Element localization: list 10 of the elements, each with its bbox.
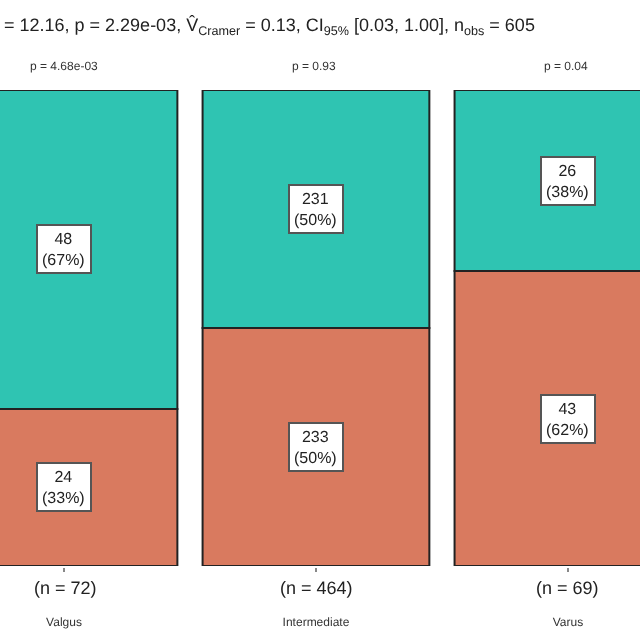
data-label: 231 (50%): [294, 190, 338, 229]
text: (n = 69): [536, 578, 599, 598]
data-label: 48 (67%): [42, 230, 86, 269]
text: (n = 72): [34, 578, 97, 598]
data-label: 43 (62%): [546, 400, 590, 439]
data-label: 26 (38%): [546, 162, 590, 201]
chart-title: = 12.16, p = 2.29e-03, V̂$_{Cramer}$ = 0.13, CI$_{95%}$ [0.03, 1.00], n$_{obs}$ = 605: [4, 14, 535, 39]
data-label: 24 (33%): [42, 468, 86, 507]
text: (n = 464): [280, 578, 353, 598]
data-label: 233 (50%): [294, 428, 338, 467]
